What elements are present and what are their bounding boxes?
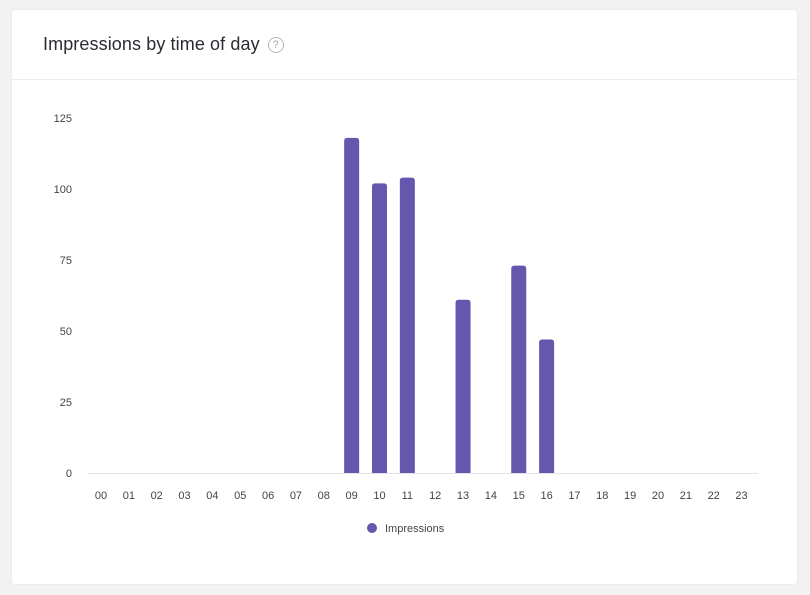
x-tick-label: 04 <box>206 490 218 502</box>
chart-legend[interactable]: Impressions <box>367 523 445 535</box>
x-tick-label: 12 <box>429 490 441 502</box>
card-header: Impressions by time of day ? <box>12 10 797 80</box>
x-tick-label: 16 <box>540 490 552 502</box>
x-tick-label: 19 <box>624 490 636 502</box>
x-tick-label: 08 <box>318 490 330 502</box>
y-tick-label: 125 <box>54 113 72 125</box>
x-tick-label: 13 <box>457 490 469 502</box>
y-tick-label: 75 <box>60 255 72 267</box>
bar-13[interactable] <box>455 299 471 473</box>
x-tick-label: 02 <box>151 490 163 502</box>
x-tick-label: 17 <box>568 490 580 502</box>
x-tick-label: 11 <box>402 490 413 502</box>
x-tick-label: 23 <box>735 490 747 502</box>
x-tick-label: 06 <box>262 490 274 502</box>
bar-15[interactable] <box>511 265 527 473</box>
legend-marker <box>367 523 377 533</box>
x-tick-label: 14 <box>485 490 497 502</box>
y-tick-label: 50 <box>60 326 72 338</box>
bar-16[interactable] <box>539 339 555 473</box>
x-tick-label: 18 <box>596 490 608 502</box>
x-tick-label: 15 <box>513 490 525 502</box>
y-tick-label: 25 <box>60 397 72 409</box>
x-tick-label: 21 <box>680 490 692 502</box>
x-tick-label: 20 <box>652 490 664 502</box>
bar-11[interactable] <box>399 177 415 473</box>
x-tick-label: 07 <box>290 490 302 502</box>
bar-10[interactable] <box>372 183 387 473</box>
bar-09[interactable] <box>344 137 360 473</box>
x-tick-label: 05 <box>234 490 246 502</box>
x-tick-label: 00 <box>95 490 107 502</box>
card-title: Impressions by time of day <box>43 34 260 54</box>
bar-series <box>344 137 555 473</box>
help-icon[interactable]: ? <box>267 36 284 53</box>
y-axis-ticks: 0 25 50 75 100 125 <box>54 113 72 480</box>
y-tick-label: 100 <box>54 184 72 196</box>
x-axis-ticks: 00 01 02 03 04 05 06 07 08 09 10 11 12 13 14 15 16 17 18 19… <box>95 490 748 502</box>
y-tick-label: 0 <box>66 468 72 480</box>
x-tick-label: 01 <box>123 490 135 502</box>
legend-label-impressions: Impressions <box>385 523 445 535</box>
x-tick-label: 09 <box>346 490 358 502</box>
x-tick-label: 22 <box>708 490 720 502</box>
x-tick-label: 10 <box>373 490 385 502</box>
x-tick-label: 03 <box>178 490 190 502</box>
